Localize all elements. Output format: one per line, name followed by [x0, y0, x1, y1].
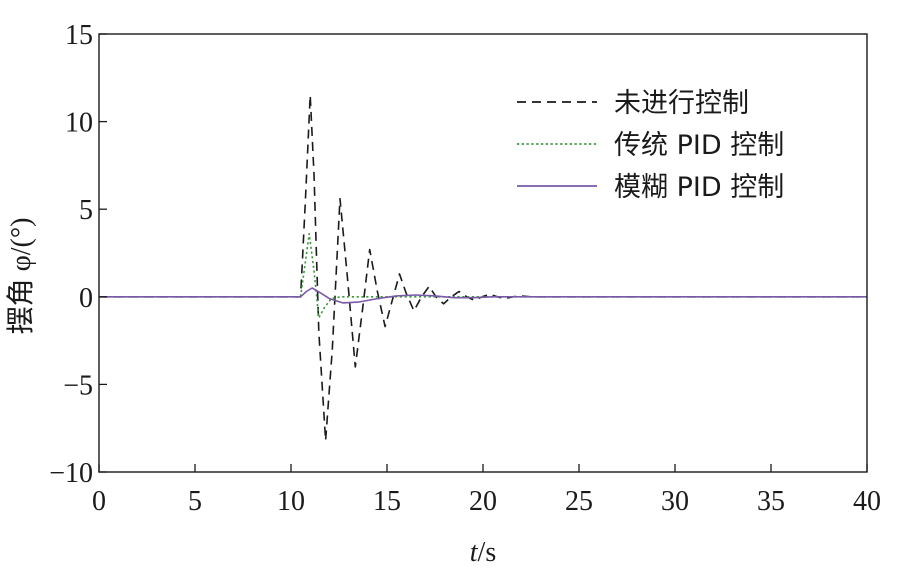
- x-tick-label: 40: [853, 486, 881, 517]
- y-tick-label: −10: [49, 458, 93, 489]
- y-axis-ticks: −10 −5 0 5 10 15: [49, 20, 107, 489]
- legend-label-1: 未进行控制: [614, 88, 749, 119]
- x-tick-label: 35: [757, 486, 785, 517]
- x-axis-label-unit: /s: [478, 537, 497, 568]
- x-tick-label: 20: [469, 486, 497, 517]
- series-line-1: [99, 94, 867, 442]
- x-axis-ticks: 0 5 10 15 20 25 30 35 40: [92, 464, 881, 517]
- series-line-3: [99, 287, 867, 304]
- x-tick-label: 15: [373, 486, 401, 517]
- x-tick-label: 25: [565, 486, 593, 517]
- legend-label-3: 模糊 PID 控制: [614, 172, 784, 203]
- y-tick-label: 5: [79, 195, 93, 226]
- x-axis-label-var: t: [470, 537, 479, 568]
- legend-label-2: 传统 PID 控制: [614, 130, 784, 161]
- plot-lines: [99, 94, 867, 442]
- y-axis-label: 摆角 φ/(°): [5, 218, 37, 335]
- plot-frame: [98, 33, 868, 473]
- y-tick-label: −5: [63, 370, 93, 401]
- series-line-2: [99, 232, 867, 319]
- y-tick-label: 10: [65, 108, 93, 139]
- x-axis-label: t/s: [470, 537, 496, 568]
- y-tick-label: 15: [65, 20, 93, 51]
- x-tick-label: 0: [92, 486, 106, 517]
- y-tick-label: 0: [79, 283, 93, 314]
- x-tick-label: 5: [188, 486, 202, 517]
- x-tick-label: 30: [661, 486, 689, 517]
- x-tick-label: 10: [277, 486, 305, 517]
